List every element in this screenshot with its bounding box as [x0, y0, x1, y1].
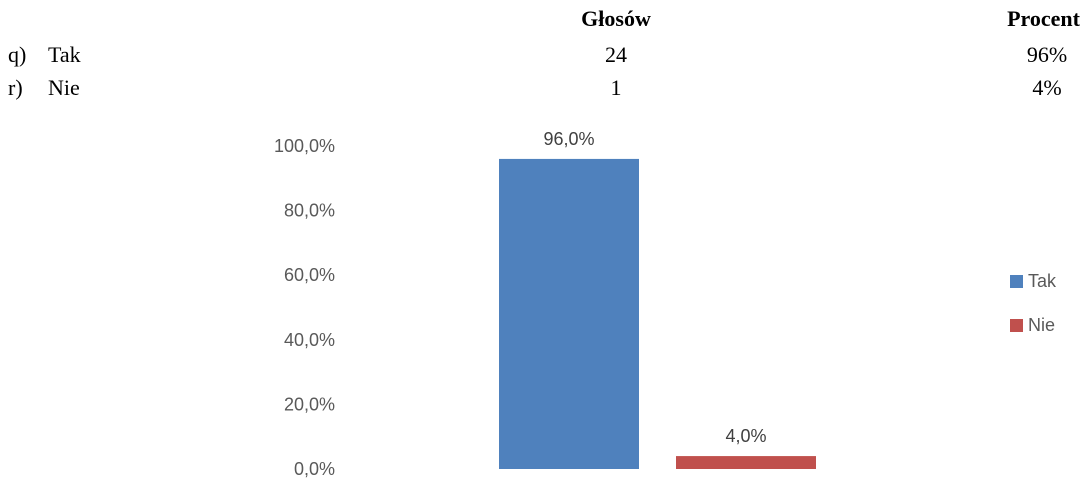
data-label-nie: 4,0%: [725, 426, 766, 446]
row-nie-percent: 4%: [1032, 75, 1062, 100]
legend: Tak Nie: [1010, 271, 1057, 335]
legend-label-tak: Tak: [1028, 271, 1057, 291]
bar-tak: [499, 158, 639, 470]
y-tick-label: 100,0%: [274, 136, 335, 156]
results-table: Głosów Procent q) Tak 24 96% r) Nie 1 4%: [0, 0, 1082, 100]
row-nie-label: Nie: [48, 75, 80, 100]
header-votes: Głosów: [581, 6, 651, 31]
row-tak-letter: q): [8, 42, 27, 67]
y-axis-ticks: 0,0% 20,0% 40,0% 60,0% 80,0% 100,0%: [274, 136, 335, 479]
data-labels: 96,0% 4,0%: [543, 129, 766, 446]
y-tick-label: 40,0%: [284, 330, 335, 350]
y-tick-label: 60,0%: [284, 265, 335, 285]
data-label-tak: 96,0%: [543, 129, 594, 149]
y-tick-label: 20,0%: [284, 394, 335, 414]
legend-swatch-nie: [1010, 319, 1023, 332]
bar-nie: [676, 456, 816, 469]
legend-swatch-tak: [1010, 275, 1023, 288]
y-tick-label: 80,0%: [284, 201, 335, 221]
bars: [499, 158, 816, 470]
row-tak-votes: 24: [605, 42, 627, 67]
legend-label-nie: Nie: [1028, 315, 1055, 335]
row-tak-label: Tak: [48, 42, 81, 67]
header-percent: Procent: [1007, 6, 1080, 31]
row-nie-letter: r): [8, 75, 23, 100]
row-tak-percent: 96%: [1026, 42, 1068, 67]
y-tick-label: 0,0%: [294, 459, 335, 479]
row-nie-votes: 1: [610, 75, 622, 100]
